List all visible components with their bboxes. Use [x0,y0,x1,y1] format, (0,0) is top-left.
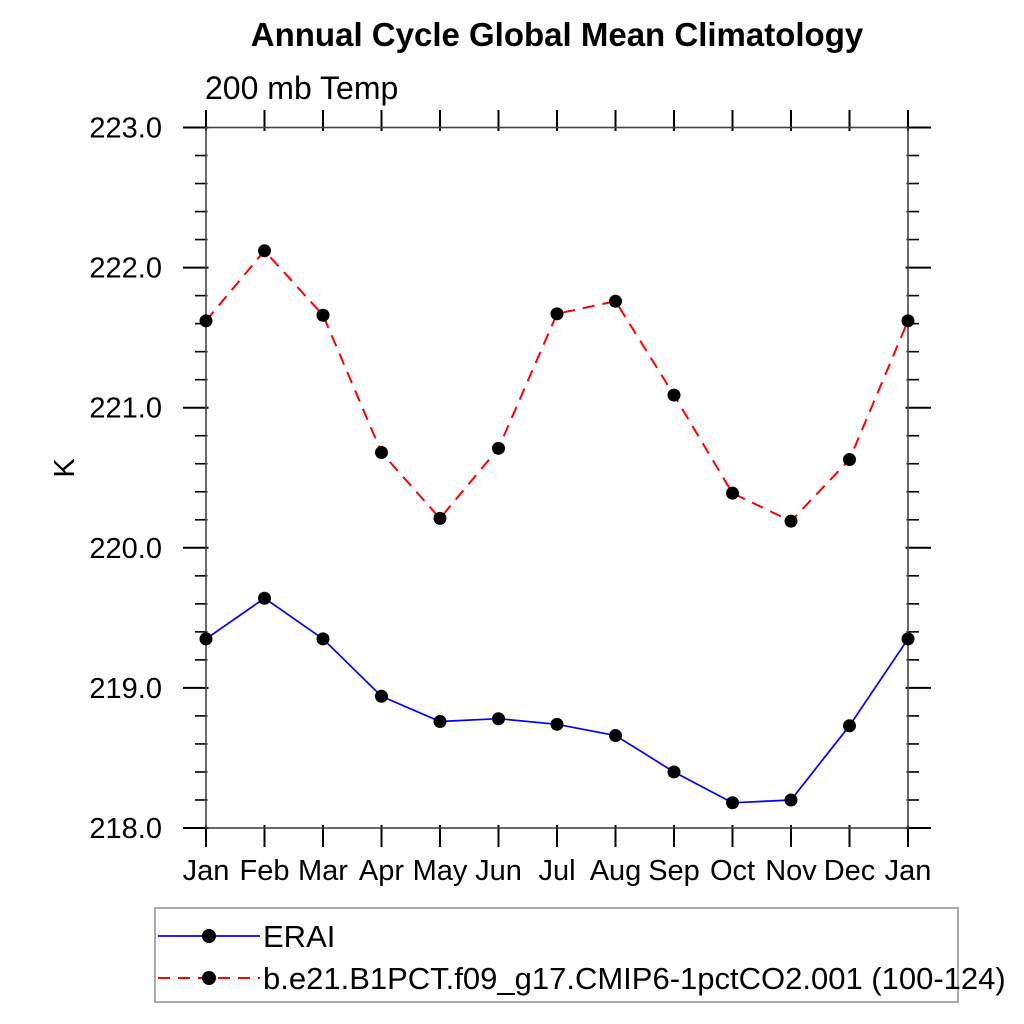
x-tick-label: Jul [538,855,575,887]
series-0-marker [843,719,856,733]
series-0-marker [258,591,271,605]
series-0-marker [492,712,505,726]
series-1-marker [550,307,564,321]
x-tick-label: Feb [240,855,290,887]
y-tick-label: 218.0 [89,813,162,845]
y-tick-label: 222.0 [89,253,162,285]
series-0-marker [375,689,388,703]
y-tick-label: 221.0 [89,393,162,425]
series-1-marker [258,244,271,258]
y-axis-label: K [49,458,81,478]
series-0-marker [316,632,330,646]
x-tick-label: Jan [183,855,230,887]
y-tick-label: 219.0 [89,673,162,705]
series-0-marker [433,715,447,729]
series-1-marker [433,511,447,525]
series-1-marker [609,294,622,308]
series-0-marker [901,632,915,646]
legend-marker-model [202,971,216,985]
x-tick-label: Mar [298,855,348,887]
x-tick-label: Jun [475,855,522,887]
x-tick-label: Aug [590,855,642,887]
series-0-marker [667,765,681,779]
y-tick-label: 220.0 [89,533,162,565]
series-1-marker [667,388,681,402]
chart-title: Annual Cycle Global Mean Climatology [251,16,864,53]
series-0-marker [550,717,564,731]
series-1-marker [784,514,798,528]
y-tick-label: 223.0 [89,113,162,145]
legend-box [154,907,959,1003]
x-tick-label: Apr [359,855,404,887]
x-tick-label: Nov [765,855,817,887]
legend-label-model: b.e21.B1PCT.f09_g17.CMIP6-1pctCO2.001 (1… [263,961,1006,996]
x-tick-label: Jan [885,855,932,887]
series-0-marker [199,632,213,646]
chart-subtitle: 200 mb Temp [205,70,398,106]
series-1-marker [375,446,388,460]
series-1-marker [843,453,856,467]
legend-marker-erai [202,929,216,943]
series-0-marker [609,729,622,743]
series-1-marker [492,441,505,455]
series-line-0 [205,597,909,804]
series-1-marker [316,308,330,322]
series-1-marker [901,314,915,328]
series-1-marker [199,314,213,328]
plot-area: Jan Feb Mar Apr May Jun Jul Aug Sep Oct Nov Dec Jan 2… [89,110,931,887]
x-tick-label: Sep [648,855,700,887]
x-tick-label: Oct [710,855,755,887]
legend-label-erai: ERAI [263,919,335,954]
x-tick-label: May [413,855,468,887]
x-tick-label: Dec [824,855,876,887]
legend: ERAI b.e21.B1PCT.f09_g17.CMIP6-1pctCO2.0… [154,907,1006,1003]
series-0-marker [784,793,798,807]
series-line-1 [205,249,909,523]
series-0-marker [726,796,739,810]
series-1-marker [726,486,739,500]
plot-frame [205,126,909,829]
